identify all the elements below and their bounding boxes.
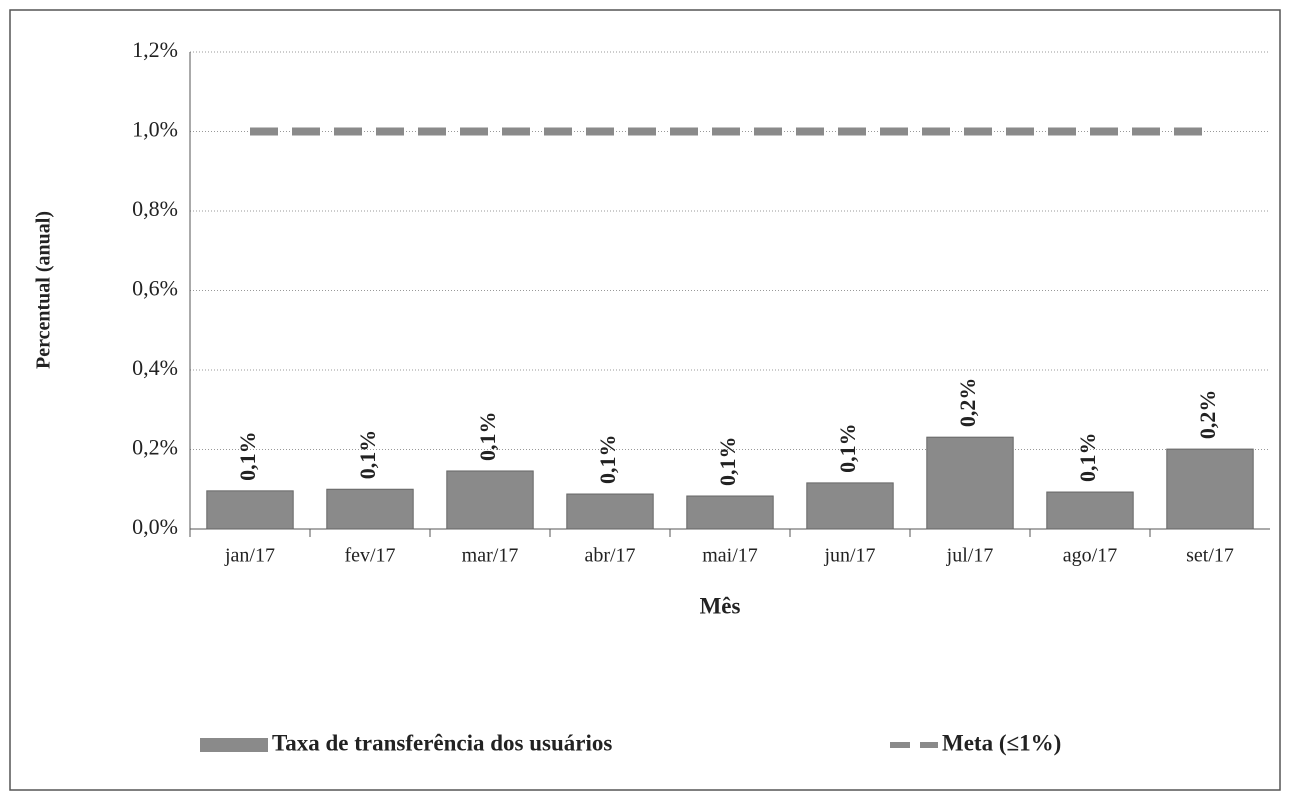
bar — [566, 493, 654, 530]
data-label: 0,2% — [955, 378, 980, 428]
y-tick-label: 0,2% — [132, 435, 178, 460]
bar — [1046, 491, 1134, 530]
data-label: 0,1% — [715, 437, 740, 487]
data-label: 0,2% — [1195, 390, 1220, 440]
x-tick-label: jul/17 — [946, 545, 994, 567]
legend-swatch — [200, 738, 268, 752]
legend-label: Meta (≤1%) — [942, 730, 1061, 755]
y-tick-label: 0,4% — [132, 355, 178, 380]
x-tick-label: set/17 — [1186, 545, 1234, 567]
data-label: 0,1% — [1075, 433, 1100, 483]
data-label: 0,1% — [595, 435, 620, 485]
bar — [206, 490, 294, 530]
x-tick-label: abr/17 — [584, 545, 635, 567]
data-label: 0,1% — [235, 431, 260, 481]
y-tick-label: 0,8% — [132, 196, 178, 221]
x-tick-label: ago/17 — [1063, 545, 1117, 567]
bar — [1166, 448, 1254, 530]
y-axis-label: Percentual (anual) — [33, 211, 55, 369]
x-tick-label: fev/17 — [344, 545, 395, 567]
x-tick-label: jun/17 — [823, 545, 875, 567]
x-tick-label: mai/17 — [702, 545, 758, 567]
data-label: 0,1% — [475, 411, 500, 461]
y-tick-label: 1,2% — [132, 37, 178, 62]
bar — [926, 436, 1014, 530]
y-tick-label: 0,0% — [132, 514, 178, 539]
bar — [686, 495, 774, 530]
chart-frame — [9, 9, 1281, 791]
bar — [326, 488, 414, 530]
bar — [806, 482, 894, 530]
x-tick-label: jan/17 — [224, 545, 275, 567]
data-label: 0,1% — [835, 423, 860, 473]
y-tick-label: 0,6% — [132, 276, 178, 301]
y-tick-label: 1,0% — [132, 117, 178, 142]
data-label: 0,1% — [355, 430, 380, 480]
x-axis-label: Mês — [700, 593, 741, 618]
x-tick-label: mar/17 — [462, 545, 519, 567]
legend-label: Taxa de transferência dos usuários — [272, 730, 612, 755]
bar — [446, 470, 534, 530]
